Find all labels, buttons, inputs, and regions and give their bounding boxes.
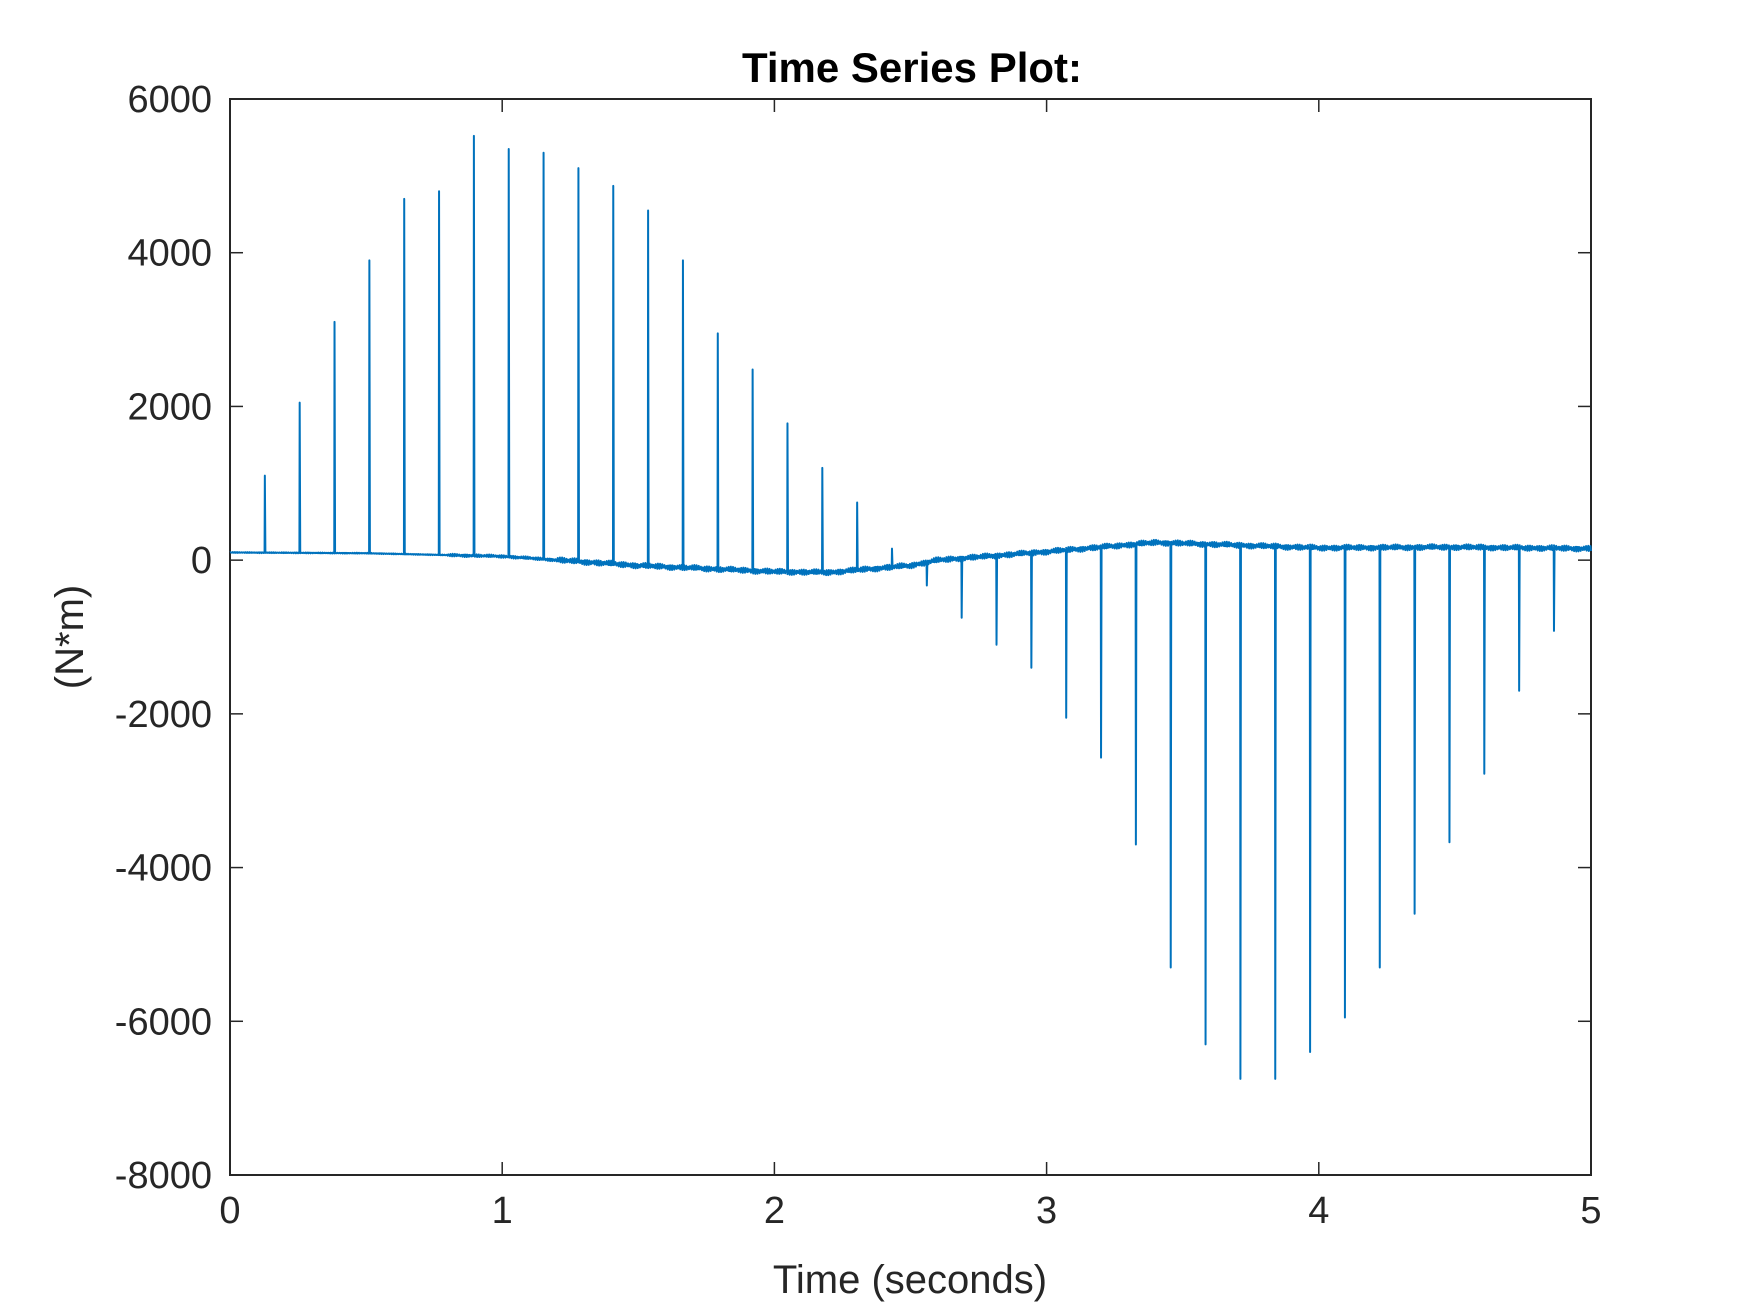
y-tick-label: -6000	[115, 1001, 212, 1043]
y-axis-label: (N*m)	[48, 585, 92, 689]
plot-area	[229, 98, 1592, 1176]
x-tick-labels: 0 1 2 3 4 5	[219, 1190, 1601, 1232]
tick-marks	[229, 98, 1592, 1176]
x-tick-label: 1	[492, 1190, 513, 1232]
y-tick-label: 2000	[127, 386, 212, 428]
y-tick-label: 6000	[127, 79, 212, 121]
x-tick-label: 5	[1580, 1190, 1601, 1232]
y-tick-label: -4000	[115, 848, 212, 890]
series-layer	[229, 134, 1592, 1080]
chart-title: Time Series Plot:	[742, 44, 1082, 91]
y-tick-label: 0	[191, 540, 212, 582]
x-tick-label: 3	[1036, 1190, 1057, 1232]
y-tick-label: 4000	[127, 233, 212, 275]
x-tick-label: 4	[1308, 1190, 1329, 1232]
series-line	[229, 134, 1592, 1080]
y-tick-label: -2000	[115, 694, 212, 736]
y-tick-label: -8000	[115, 1155, 212, 1197]
x-tick-label: 2	[764, 1190, 785, 1232]
y-tick-labels: 6000 4000 2000 0 -2000 -4000 -6000 -8000	[115, 79, 212, 1197]
x-axis-label: Time (seconds)	[773, 1258, 1047, 1302]
x-tick-label: 0	[219, 1190, 240, 1232]
